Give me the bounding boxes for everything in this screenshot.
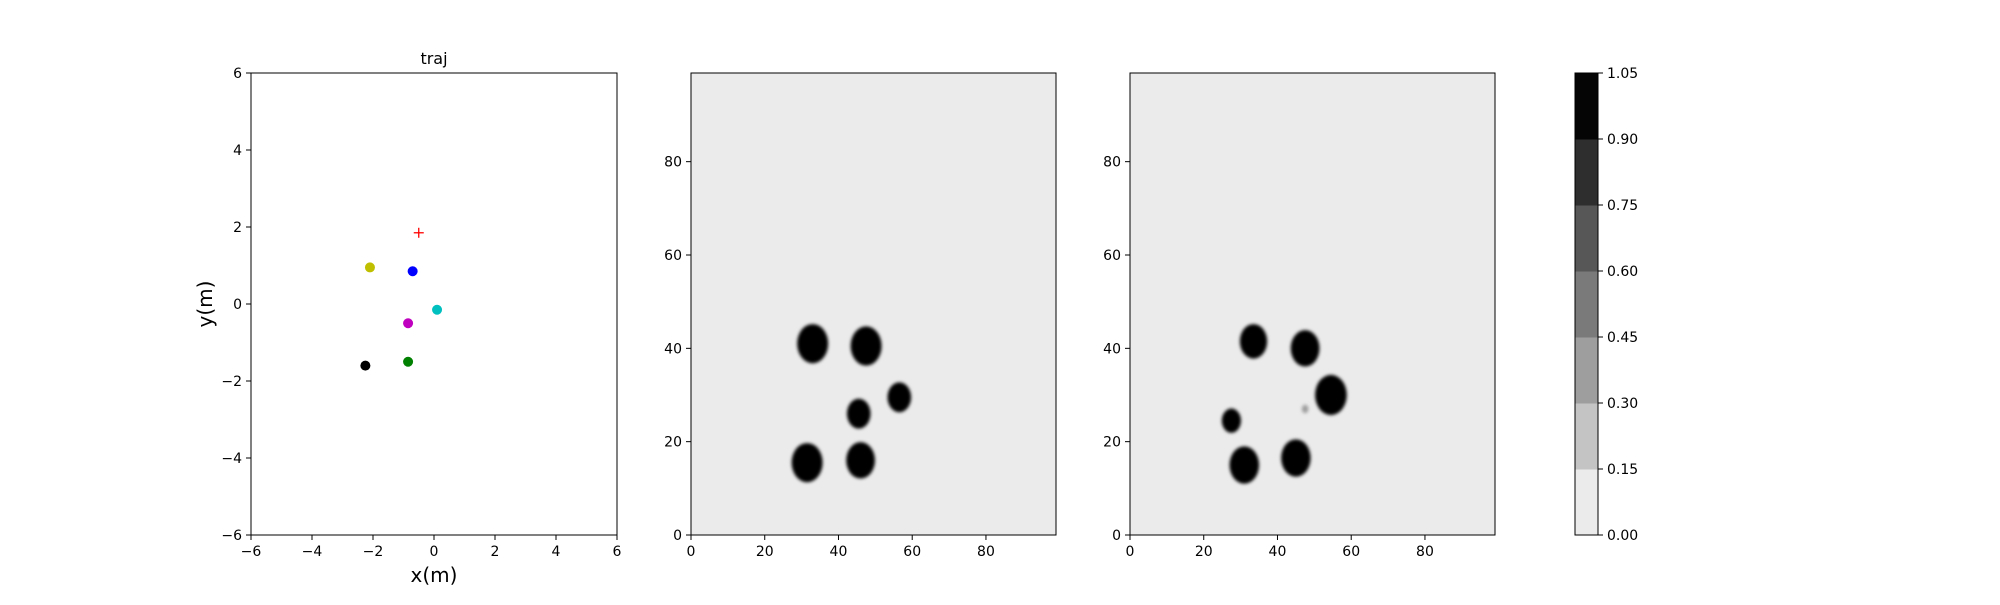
colorbar-tick-label: 0.75	[1607, 198, 1638, 214]
colorbar-band	[1575, 337, 1598, 404]
map1-y-tick-label: 0	[673, 528, 682, 544]
traj-x-tick-label: 0	[430, 544, 439, 560]
traj-y-tick-label: 0	[233, 297, 242, 313]
map1-y-tick-label: 40	[664, 341, 682, 357]
obstacle-blob	[850, 326, 882, 366]
colorbar-tick-label: 1.05	[1607, 66, 1638, 82]
agent-point	[403, 318, 414, 329]
map1-y-ticks: 0 20 40 60 80	[664, 155, 691, 544]
map1-x-tick-label: 0	[687, 544, 696, 560]
map2-y-ticks: 0 20 40 60 80	[1103, 155, 1130, 544]
traj-x-tick-label: −2	[363, 544, 384, 560]
traj-y-tick-label: −2	[221, 374, 242, 390]
map2-x-ticks: 0 20 40 60 80	[1126, 535, 1434, 560]
map1-obstacles	[791, 324, 912, 483]
map2-x-tick-label: 40	[1269, 544, 1287, 560]
colorbar-bands	[1575, 73, 1598, 536]
map2-y-tick-label: 80	[1103, 155, 1121, 171]
colorbar-tick-label: 0.00	[1607, 528, 1638, 544]
traj-y-tick-label: −6	[221, 528, 242, 544]
map1-y-tick-label: 80	[664, 155, 682, 171]
obstacle-blob	[846, 442, 875, 479]
obstacle-blob	[791, 443, 823, 483]
colorbar-tick-label: 0.90	[1607, 132, 1638, 148]
traj-y-ticks: −6 −4 −2 0 2 4 6	[221, 66, 251, 544]
colorbar-tick-label: 0.45	[1607, 330, 1638, 346]
traj-x-tick-label: −6	[241, 544, 262, 560]
map1-x-tick-label: 80	[977, 544, 995, 560]
agent-point	[403, 356, 414, 367]
colorbar-band	[1575, 271, 1598, 338]
traj-y-tick-label: 4	[233, 143, 242, 159]
colorbar: 0.00 0.15 0.30 0.45 0.60 0.75 0.90 1.05	[1574, 66, 1638, 544]
map1-y-tick-label: 20	[664, 435, 682, 451]
map2-x-tick-label: 0	[1126, 544, 1135, 560]
agent-point	[364, 262, 375, 273]
traj-y-axis-label: y(m)	[193, 281, 217, 328]
map1-y-tick-label: 60	[664, 248, 682, 264]
map2-y-tick-label: 60	[1103, 248, 1121, 264]
colorbar-band	[1575, 469, 1598, 536]
colorbar-band	[1575, 139, 1598, 206]
map-panel-1: 0 20 40 60 80 0 20 40 60 80	[664, 72, 1057, 560]
map1-x-tick-label: 40	[830, 544, 848, 560]
traj-title: traj	[420, 49, 447, 68]
map1-x-ticks: 0 20 40 60 80	[687, 535, 995, 560]
traj-y-tick-label: 2	[233, 220, 242, 236]
obstacle-blob	[797, 324, 829, 364]
traj-x-tick-label: 6	[613, 544, 622, 560]
obstacle-blob	[1229, 446, 1260, 484]
colorbar-tick-label: 0.30	[1607, 396, 1638, 412]
map-panel-2: 0 20 40 60 80 0 20 40 60 80	[1103, 72, 1496, 560]
obstacle-blob	[1290, 330, 1320, 367]
colorbar-band	[1575, 205, 1598, 272]
obstacle-blob	[846, 398, 871, 429]
obstacle-blob	[1301, 404, 1309, 414]
traj-x-axis-label: x(m)	[411, 563, 458, 587]
map1-axes-frame	[690, 72, 1057, 536]
traj-x-tick-label: 4	[552, 544, 561, 560]
map1-x-tick-label: 60	[903, 544, 921, 560]
agent-point	[432, 304, 443, 315]
map1-x-tick-label: 20	[756, 544, 774, 560]
colorbar-frame	[1574, 72, 1599, 536]
goal-marker	[413, 227, 424, 238]
map2-axes-frame	[1129, 72, 1496, 536]
colorbar-band	[1575, 73, 1598, 140]
map2-y-tick-label: 0	[1112, 528, 1121, 544]
map2-obstacles	[1221, 324, 1347, 484]
agent-point	[360, 360, 371, 371]
map2-x-tick-label: 20	[1195, 544, 1213, 560]
traj-axes-frame	[250, 72, 618, 536]
traj-x-tick-label: −4	[302, 544, 323, 560]
traj-panel: traj −6 −4 −2 0 2 4 6 −6 −4 −2 0 2 4 6 x(m) y(m)	[193, 49, 622, 587]
agent-point	[407, 266, 418, 277]
traj-points	[360, 227, 443, 371]
colorbar-band	[1575, 403, 1598, 470]
map2-y-tick-label: 40	[1103, 341, 1121, 357]
obstacle-blob	[1221, 408, 1241, 433]
map2-y-tick-label: 20	[1103, 435, 1121, 451]
traj-y-tick-label: −4	[221, 451, 242, 467]
map2-x-tick-label: 80	[1416, 544, 1434, 560]
traj-y-tick-label: 6	[233, 66, 242, 82]
obstacle-blob	[887, 382, 912, 413]
colorbar-tick-label: 0.15	[1607, 462, 1638, 478]
obstacle-blob	[1315, 374, 1347, 416]
colorbar-tick-label: 0.60	[1607, 264, 1638, 280]
colorbar-ticks: 0.00 0.15 0.30 0.45 0.60 0.75 0.90 1.05	[1598, 66, 1638, 544]
map2-x-tick-label: 60	[1342, 544, 1360, 560]
traj-x-tick-label: 2	[491, 544, 500, 560]
obstacle-blob	[1239, 324, 1268, 359]
obstacle-blob	[1281, 439, 1311, 477]
traj-x-ticks: −6 −4 −2 0 2 4 6	[241, 535, 622, 560]
map2-background	[1130, 73, 1495, 535]
